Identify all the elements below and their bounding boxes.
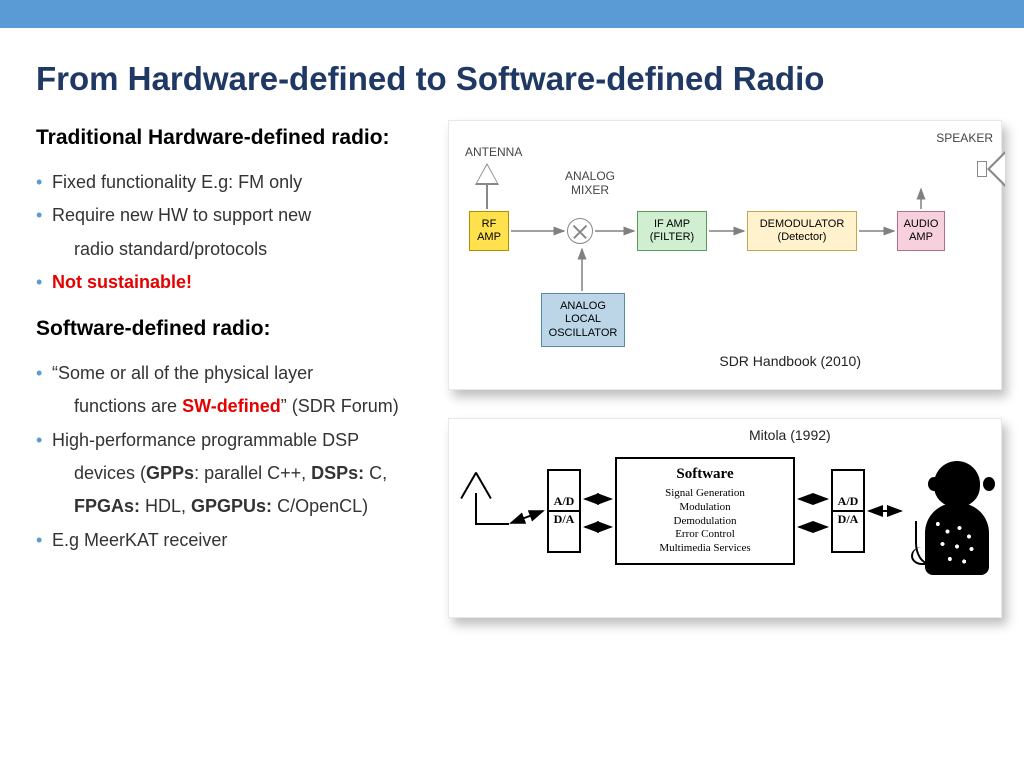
- s2-b1-line2: functions are SW-defined” (SDR Forum): [52, 390, 440, 423]
- s2-b2-line2: devices (GPPs: parallel C++, DSPs: C,: [52, 457, 440, 490]
- s2-b2b-gpp-post: : parallel C++,: [194, 463, 311, 483]
- s2-b2b-dsp: DSPs:: [311, 463, 364, 483]
- s2-b2c-fpga-post: HDL,: [140, 496, 191, 516]
- s1-bullet-3: Not sustainable!: [36, 266, 440, 299]
- s1-bullet-2: Require new HW to support new radio stan…: [36, 199, 440, 266]
- s2-bullet-2: High-performance programmable DSP device…: [36, 424, 440, 524]
- sw-line-1: Modulation: [679, 501, 730, 515]
- block-ad-da-right: A/D D/A: [831, 469, 865, 553]
- citation-mitola: Mitola (1992): [749, 427, 831, 443]
- s2-b1b-red: SW-defined: [182, 396, 281, 416]
- sw-line-4: Multimedia Services: [659, 542, 750, 556]
- software-title: Software: [676, 466, 733, 483]
- block-local-oscillator: ANALOG LOCAL OSCILLATOR: [541, 293, 625, 347]
- citation-sdr-handbook: SDR Handbook (2010): [719, 353, 861, 369]
- s2-b2c-gpu-post: C/OpenCL): [272, 496, 368, 516]
- conv1-top: A/D: [554, 494, 575, 510]
- block-ad-da-left: A/D D/A: [547, 469, 581, 553]
- top-accent-bar: [0, 0, 1024, 28]
- section1-bullets: Fixed functionality E.g: FM only Require…: [36, 166, 440, 299]
- block-if-amp: IF AMP (FILTER): [637, 211, 707, 251]
- section2-bullets: “Some or all of the physical layer funct…: [36, 357, 440, 557]
- s2-b1-line1: “Some or all of the physical layer: [52, 363, 313, 383]
- content-row: Traditional Hardware-defined radio: Fixe…: [0, 120, 1024, 618]
- s2-b2b-dsp-post: C,: [364, 463, 387, 483]
- left-text-column: Traditional Hardware-defined radio: Fixe…: [0, 120, 440, 618]
- block-software: Software Signal Generation Modulation De…: [615, 457, 795, 565]
- slide-title: From Hardware-defined to Software-define…: [36, 60, 988, 98]
- s2-b2-line1: High-performance programmable DSP: [52, 430, 359, 450]
- label-analog-mixer: ANALOG MIXER: [565, 169, 615, 197]
- conv1-bot: D/A: [554, 512, 575, 528]
- s2-b2c-fpga: FPGAs:: [74, 496, 140, 516]
- diagram-top-arrows: [449, 121, 1001, 389]
- s2-b2b-gpp: GPPs: [146, 463, 194, 483]
- block-audio-amp: AUDIO AMP: [897, 211, 945, 251]
- label-speaker: SPEAKER: [936, 131, 993, 145]
- s2-b1b-post: ” (SDR Forum): [281, 396, 399, 416]
- s2-b1b-pre: functions are: [74, 396, 182, 416]
- s2-b2b-pre: devices (: [74, 463, 146, 483]
- s2-bullet-1: “Some or all of the physical layer funct…: [36, 357, 440, 424]
- section1-heading: Traditional Hardware-defined radio:: [36, 126, 440, 150]
- right-diagram-column: ANTENNA ANALOG MIXER SPEAKER RF AMP IF A…: [440, 120, 1024, 618]
- diagram-mitola: Mitola (1992) A/D D/A Software Signal Ge…: [448, 418, 1002, 618]
- conv2-top: A/D: [838, 494, 859, 510]
- label-antenna: ANTENNA: [465, 145, 522, 159]
- s1-b2-line1: Require new HW to support new: [52, 205, 311, 225]
- block-rf-amp: RF AMP: [469, 211, 509, 251]
- conv2-bot: D/A: [838, 512, 859, 528]
- s2-b2c-gpu: GPGPUs:: [191, 496, 272, 516]
- s1-bullet-1: Fixed functionality E.g: FM only: [36, 166, 440, 199]
- sw-line-0: Signal Generation: [665, 487, 745, 501]
- sw-line-3: Error Control: [675, 528, 735, 542]
- s1-b2-line2: radio standard/protocols: [52, 233, 440, 266]
- section2-heading: Software-defined radio:: [36, 317, 440, 341]
- block-demodulator: DEMODULATOR (Detector): [747, 211, 857, 251]
- sw-line-2: Demodulation: [674, 515, 737, 529]
- s1-b3-text: Not sustainable!: [52, 272, 192, 292]
- s2-bullet-3: E.g MeerKAT receiver: [36, 524, 440, 557]
- diagram-sdr-handbook: ANTENNA ANALOG MIXER SPEAKER RF AMP IF A…: [448, 120, 1002, 390]
- s2-b2-line3: FPGAs: HDL, GPGPUs: C/OpenCL): [52, 490, 440, 523]
- block-analog-mixer: [567, 218, 593, 244]
